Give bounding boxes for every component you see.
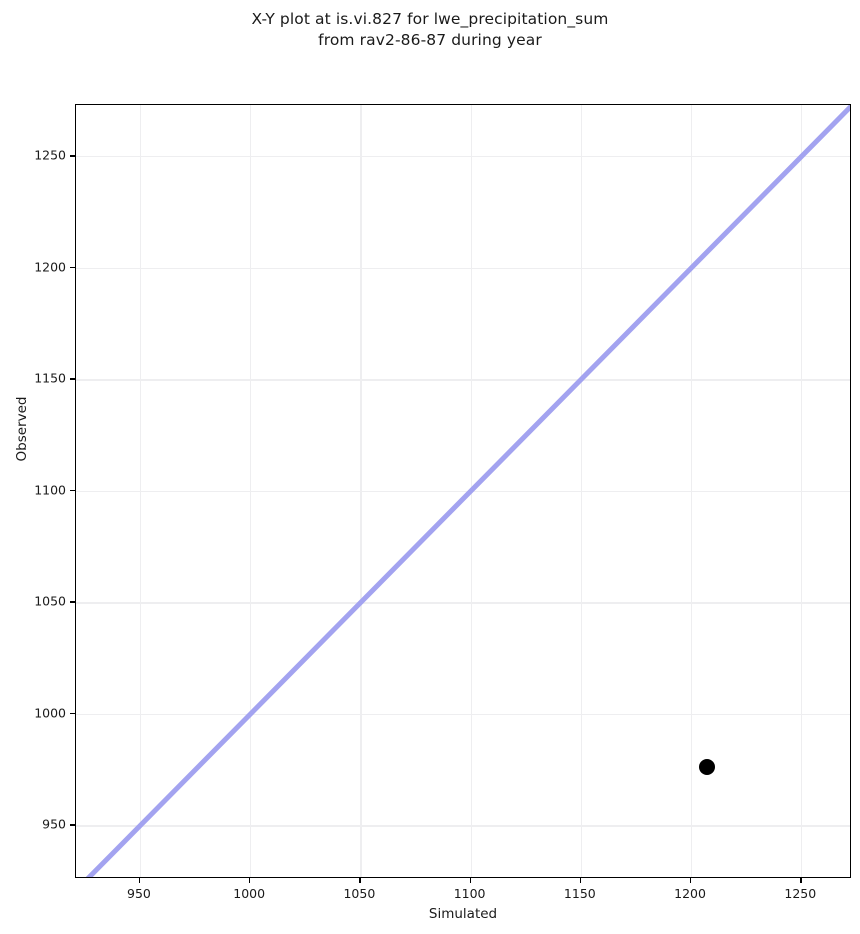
gridline-horizontal <box>76 713 850 716</box>
gridline-horizontal <box>76 156 850 158</box>
y-tick-label: 950 <box>42 816 66 832</box>
chart-title-line-2: from rav2-86-87 during year <box>318 31 542 49</box>
x-tick-mark <box>800 878 802 883</box>
plot-area <box>75 104 851 878</box>
x-tick-mark <box>249 878 251 883</box>
y-tick-label: 1150 <box>34 370 66 386</box>
y-tick-label: 1200 <box>34 259 66 275</box>
gridline-horizontal <box>76 379 850 381</box>
y-tick-mark <box>70 155 75 157</box>
y-tick-mark <box>70 489 75 492</box>
y-tick-label: 1050 <box>34 593 66 609</box>
y-tick-mark <box>70 601 75 603</box>
x-tick-label: 1150 <box>563 886 596 901</box>
x-tick-label: 950 <box>126 886 151 901</box>
x-tick-mark <box>359 878 361 883</box>
x-tick-label: 1050 <box>343 886 376 901</box>
one-to-one-reference-line <box>76 105 850 877</box>
chart-title: X-Y plot at is.vi.827 for lwe_precipitat… <box>0 9 860 51</box>
x-tick-mark <box>579 878 582 883</box>
y-tick-label: 1000 <box>34 705 66 721</box>
x-tick-mark <box>690 878 692 883</box>
gridline-horizontal <box>76 825 850 827</box>
chart-title-line-1: X-Y plot at is.vi.827 for lwe_precipitat… <box>251 10 609 28</box>
y-tick-label: 1250 <box>34 147 66 163</box>
x-tick-mark <box>469 878 471 883</box>
scatter-data-point[interactable] <box>698 759 715 776</box>
x-tick-mark <box>138 878 141 883</box>
x-tick-label: 1250 <box>784 886 817 901</box>
y-tick-mark <box>70 378 75 380</box>
y-tick-label: 1100 <box>34 482 66 498</box>
y-axis-label: Observed <box>14 396 30 462</box>
x-tick-label: 1100 <box>453 886 486 901</box>
y-tick-mark <box>70 266 75 269</box>
x-axis-label: Simulated <box>428 906 498 922</box>
y-tick-mark <box>70 712 75 715</box>
data-layer <box>76 105 850 877</box>
y-tick-mark <box>70 824 75 826</box>
gridline-horizontal <box>76 267 850 270</box>
x-tick-label: 1000 <box>233 886 266 901</box>
gridline-horizontal <box>76 602 850 604</box>
gridline-horizontal <box>76 490 850 493</box>
x-tick-label: 1200 <box>674 886 706 901</box>
